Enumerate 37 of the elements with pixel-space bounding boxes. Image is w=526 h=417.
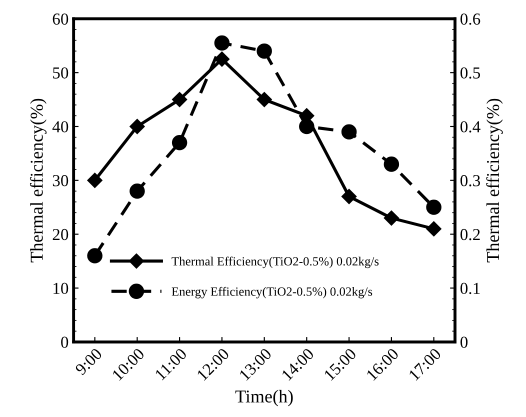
y-axis-title: Thermal efficiency(%) [30, 98, 47, 262]
y-tick-label: 20 [52, 228, 68, 240]
y2-tick-label: 0.6 [460, 13, 480, 25]
x-tick-label: 9:00 [74, 348, 103, 376]
point [341, 124, 357, 140]
y-tick-label: 0 [61, 336, 68, 348]
point [172, 92, 188, 108]
y2-tick-label: 0.4 [460, 121, 480, 133]
legend-label: Energy Efficiency(TiO2-0.5%) 0.02kg/s [172, 286, 372, 298]
point [130, 183, 145, 199]
y2-tick-label: 0.2 [460, 228, 480, 240]
point [426, 221, 442, 236]
point [172, 135, 188, 150]
y-tick-label: 40 [52, 121, 68, 132]
point [426, 200, 442, 215]
point [256, 43, 272, 59]
y2-axis-title: Thermal efficiency(%) [486, 98, 503, 262]
point [384, 210, 399, 226]
point [214, 52, 230, 67]
point [341, 188, 357, 204]
point [214, 35, 230, 51]
y-tick-label: 30 [52, 175, 68, 186]
y-tick-label: 10 [54, 282, 68, 294]
point [87, 248, 102, 264]
y2-tick-label: 0.1 [460, 282, 480, 294]
point [299, 118, 314, 134]
y2-tick-label: 0.3 [460, 175, 480, 186]
y2-tick-label: 0 [460, 336, 468, 348]
x-axis-title: Time(h) [235, 390, 293, 406]
y-tick-label: 50 [53, 67, 68, 79]
point [87, 172, 102, 188]
point [384, 156, 400, 172]
y2-tick-label: 0.5 [460, 67, 480, 79]
legend-label: Thermal Efficiency(TiO2-0.5%) 0.02kg/s [172, 256, 379, 268]
y-tick-label: 60 [52, 13, 68, 25]
point [256, 92, 272, 108]
point [130, 118, 145, 134]
